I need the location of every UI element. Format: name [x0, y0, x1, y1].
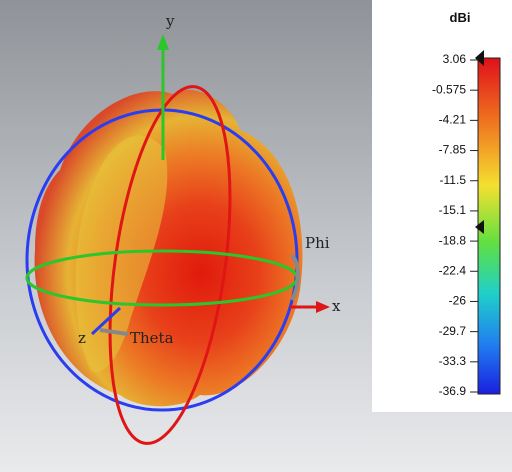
- z-label: z: [78, 329, 86, 347]
- colorbar-tick-label: -36.9: [439, 384, 467, 398]
- y-label: y: [165, 12, 175, 30]
- colorbar-tick-label: -15.1: [439, 203, 467, 217]
- colorbar-tick-label: -26: [449, 294, 467, 308]
- colorbar-tick-label: -33.3: [439, 354, 467, 368]
- colorbar-tick-label: -4.21: [439, 113, 467, 127]
- pattern-view: y x z Theta Phi dBi 3.06 -0.575 -4.21 -7.85…: [0, 0, 512, 472]
- phi-label: Phi: [305, 234, 330, 252]
- x-label: x: [332, 297, 341, 315]
- colorbar-tick-label: -0.575: [432, 82, 466, 96]
- colorbar-tick-label: -29.7: [439, 324, 467, 338]
- colorbar-title: dBi: [450, 10, 471, 25]
- colorbar-tick-label: -7.85: [439, 143, 467, 157]
- colorbar-tick-label: 3.06: [443, 52, 467, 66]
- theta-label: Theta: [130, 329, 174, 347]
- colorbar-tick-label: -22.4: [439, 263, 467, 277]
- colorbar-tick-label: -11.5: [440, 173, 467, 187]
- page: y x z Theta Phi dBi 3.06 -0.575 -4.21 -7.85…: [0, 0, 512, 472]
- colorbar-tick-label: -18.8: [439, 233, 467, 247]
